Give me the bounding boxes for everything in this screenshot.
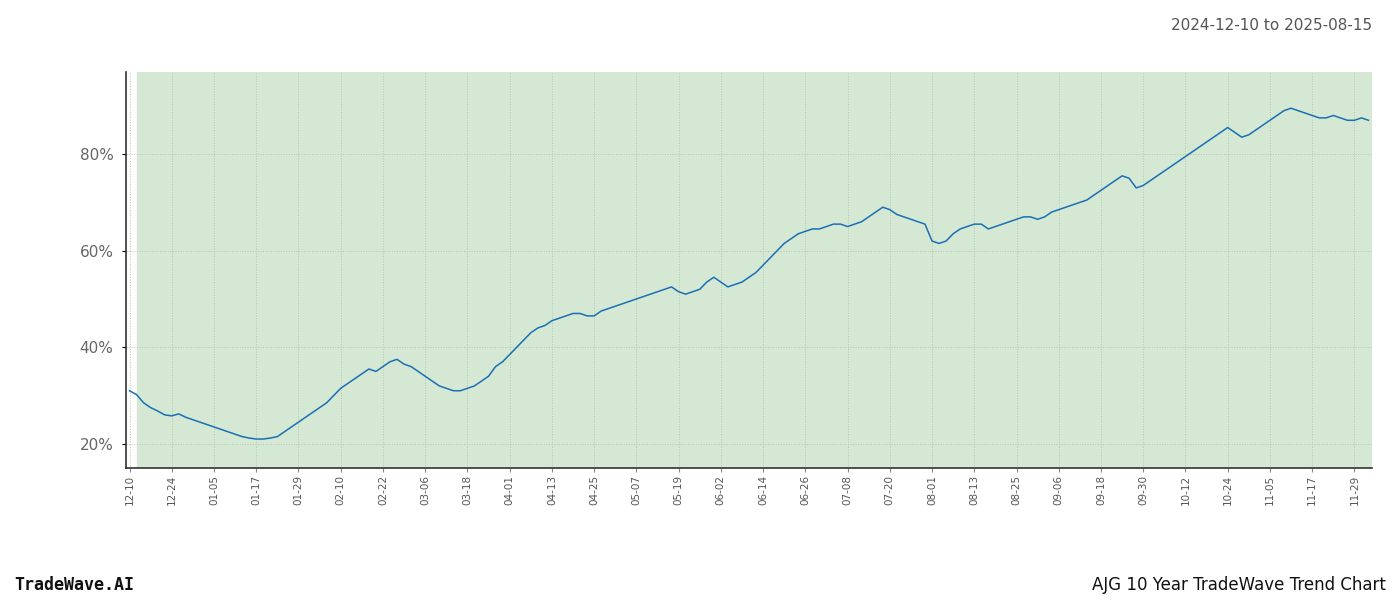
Text: TradeWave.AI: TradeWave.AI <box>14 576 134 594</box>
Bar <box>137 72 1397 468</box>
Text: 2024-12-10 to 2025-08-15: 2024-12-10 to 2025-08-15 <box>1170 18 1372 33</box>
Text: AJG 10 Year TradeWave Trend Chart: AJG 10 Year TradeWave Trend Chart <box>1092 576 1386 594</box>
